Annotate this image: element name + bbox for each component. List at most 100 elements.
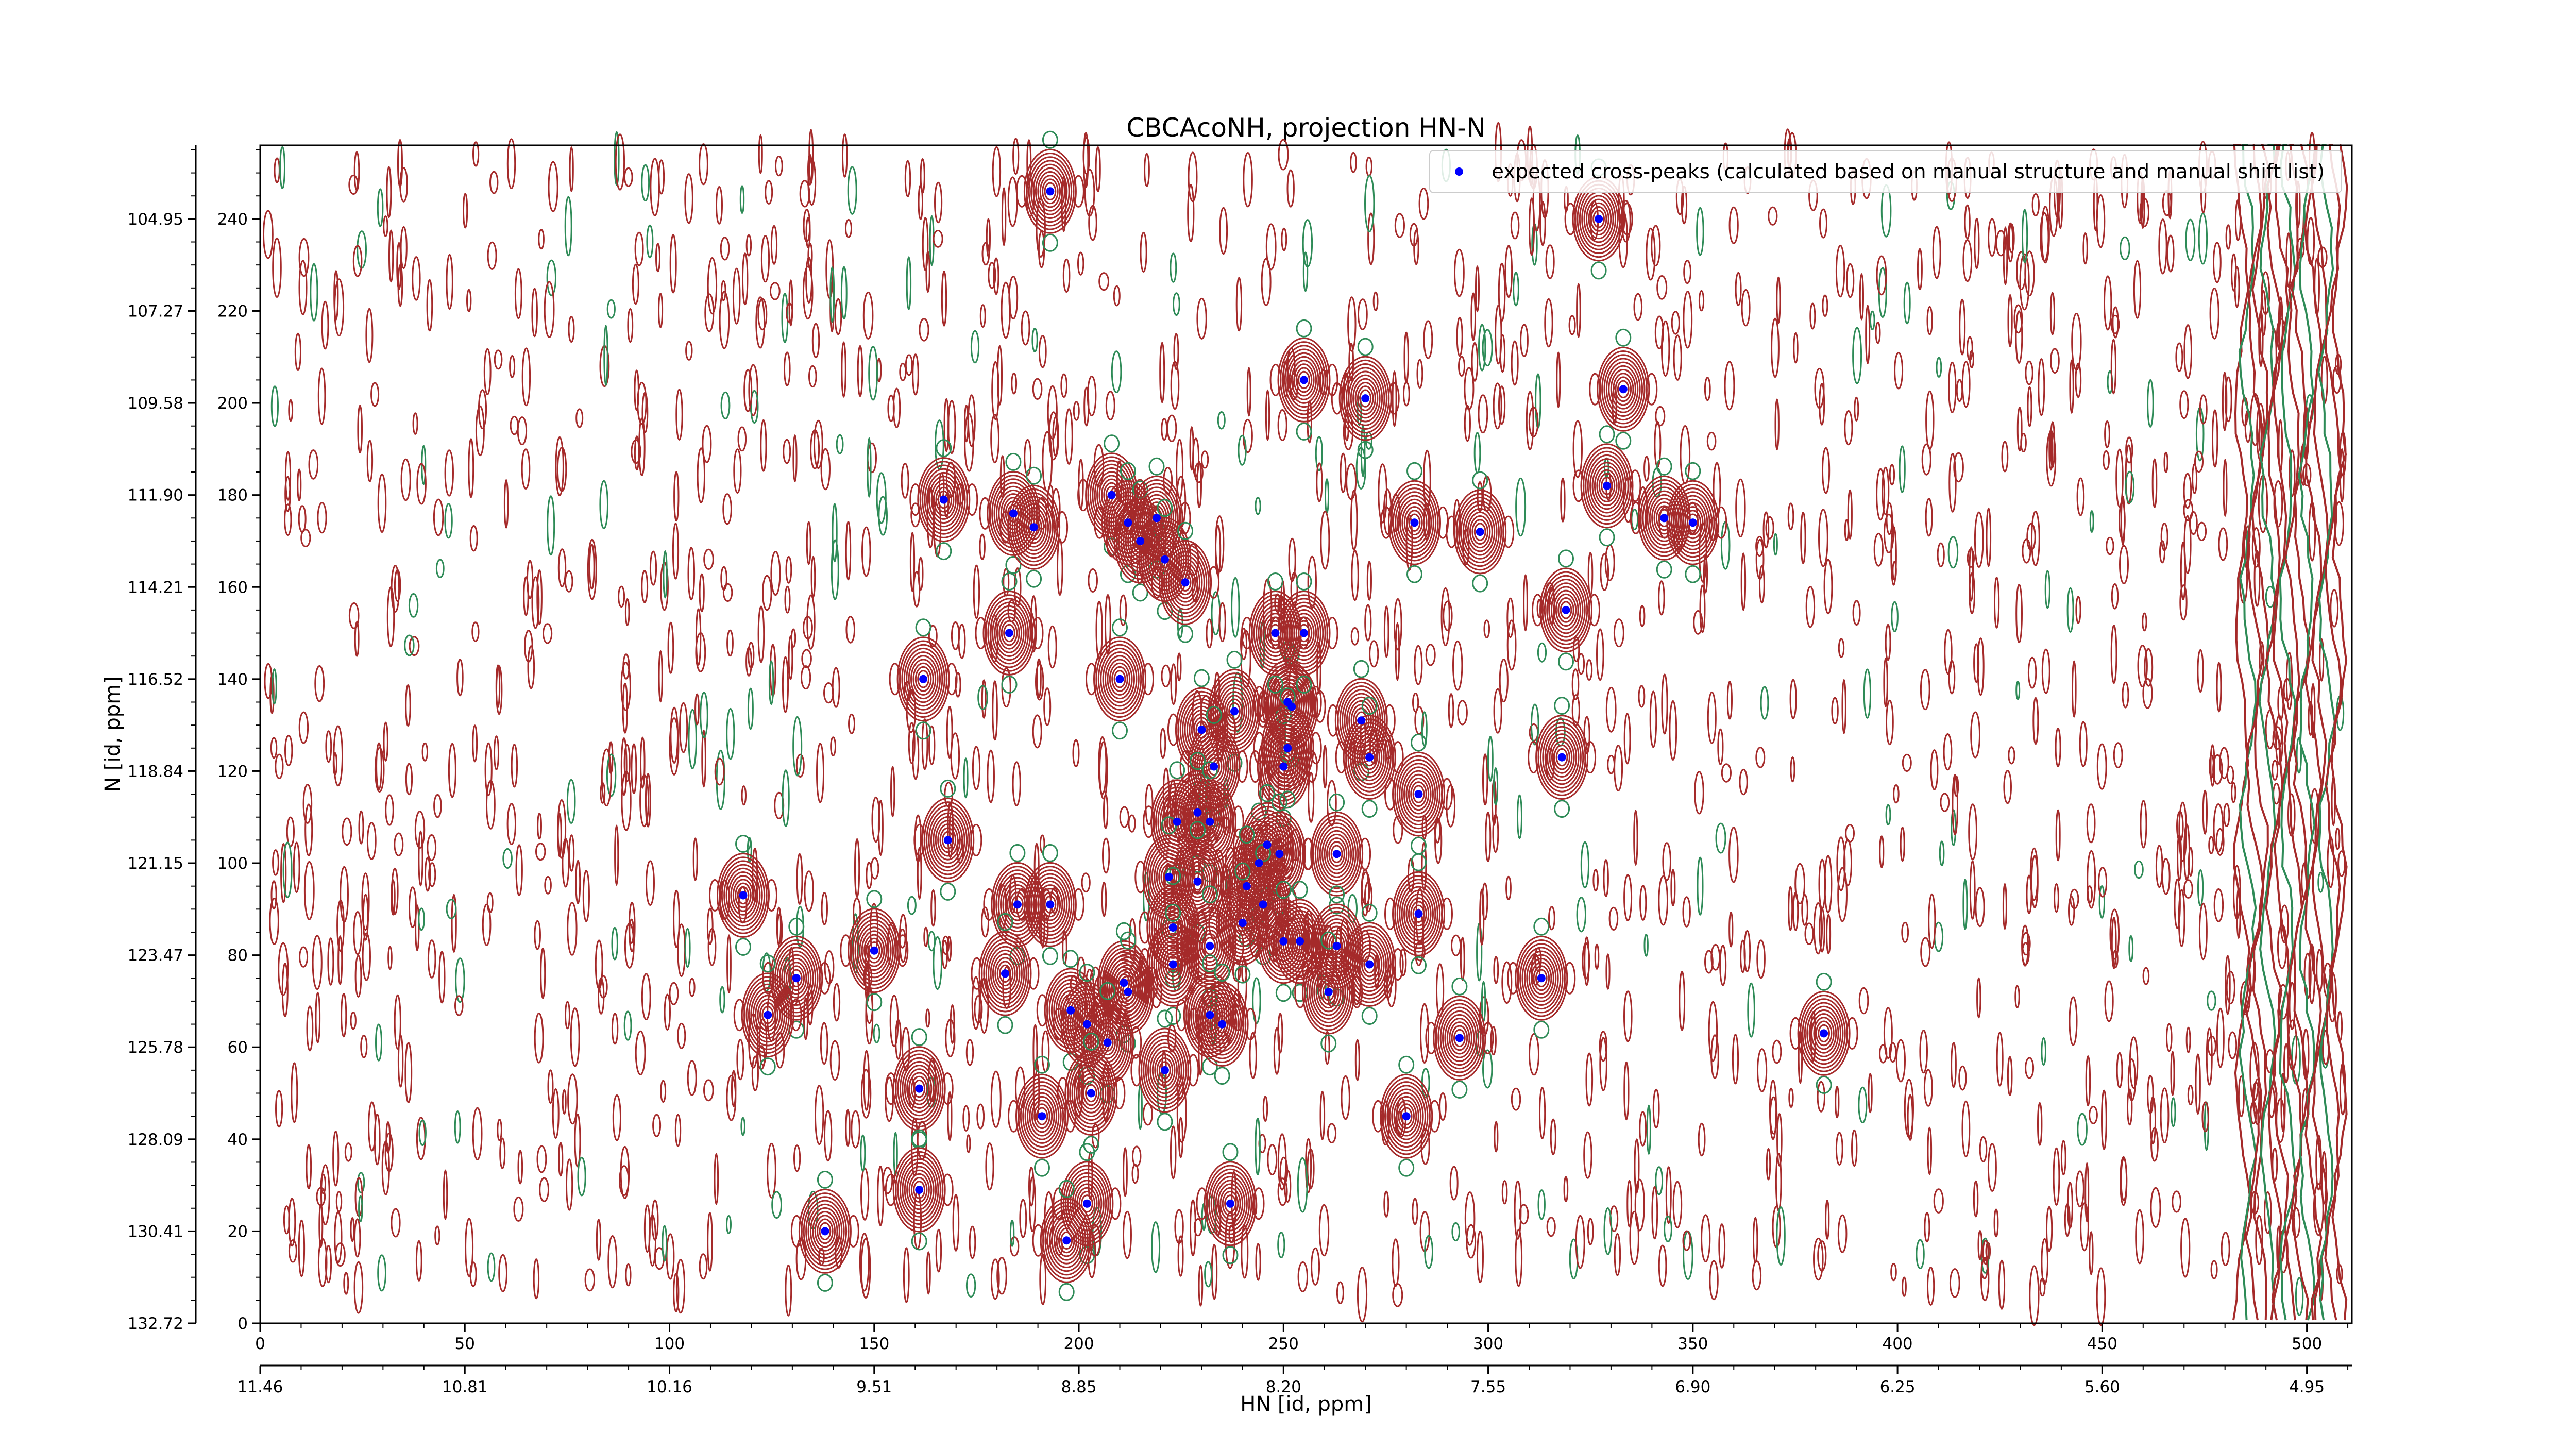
noise-contour [1577,653,1585,675]
peak-contour [770,935,823,1021]
peak-contour [1143,1035,1187,1105]
noise-contour [1513,272,1519,307]
cross-peak-marker [1275,850,1284,858]
peak-contour [1555,748,1568,767]
peak-contour-negative [1533,1020,1550,1039]
noise-contour [775,156,783,177]
noise-contour [830,736,836,756]
noise-contour [1458,356,1465,377]
peak-contour [1399,882,1438,946]
noise-contour [278,942,289,996]
noise-contour [1683,291,1693,349]
noise-contour [2135,1209,2144,1265]
peak-contour [1548,582,1584,638]
peak-contour [1343,715,1396,800]
noise-contour [1673,334,1682,381]
noise-contour [921,718,928,770]
noise-contour [263,210,274,259]
peak-contour [1589,458,1624,514]
noise-contour [870,857,879,880]
cross-peak-marker [1238,919,1247,928]
noise-contour [1483,619,1490,638]
noise-contour [1823,559,1833,615]
noise-contour [1477,1230,1484,1284]
noise-contour [1844,519,1849,541]
noise-contour [269,898,279,945]
peak-contour-sideband [1188,1008,1200,1041]
peak-contour [1064,1051,1118,1136]
noise-contour [1835,244,1845,298]
noise-contour [1886,699,1894,746]
noise-contour [845,616,855,644]
noise-contour [1920,669,1930,711]
noise-contour [2196,521,2207,542]
peak-contour-sideband [709,879,721,912]
peak-contour [1138,1027,1192,1113]
noise-contour [499,1137,506,1169]
noise-contour [286,816,295,847]
peak-contour-sideband [1265,925,1278,958]
peak-contour [1293,363,1315,397]
noise-contour [1336,1281,1344,1304]
noise-contour [281,963,289,1017]
noise-contour [623,167,633,187]
noise-contour [377,1254,386,1292]
noise-contour [958,624,966,659]
peak-contour [899,1158,939,1221]
noise-contour [726,629,734,657]
noise-contour [556,446,567,492]
peak-contour-sideband [1031,617,1044,649]
noise-contour [2024,250,2035,297]
noise-contour [1173,333,1179,370]
peak-contour [1539,567,1592,653]
peak-contour [1675,495,1710,550]
peak-contour-sideband [896,934,909,967]
noise-contour [912,353,919,396]
noise-contour [567,902,578,956]
noise-contour [697,447,706,503]
peak-contour [1216,1015,1229,1034]
noise-contour [2163,451,2168,473]
noise-contour [1217,411,1226,430]
peak-contour-negative [1058,1180,1075,1198]
cross-peak-marker [1242,882,1251,890]
peak-contour-negative [1058,1283,1075,1301]
noise-contour [707,257,718,315]
noise-contour [1064,408,1073,465]
noise-contour [792,716,803,777]
noise-contour [1698,1122,1706,1157]
peak-contour [1174,566,1196,599]
peak-contour [1528,958,1554,999]
noise-contour [790,628,796,648]
noise-contour [1882,466,1890,516]
peak-contour [741,972,794,1058]
noise-contour [2166,1023,2173,1052]
noise-contour [317,367,326,425]
noise-contour [350,1217,355,1242]
peak-contour-sideband [1249,925,1261,958]
noise-contour [2120,236,2130,261]
noise-contour [524,630,533,663]
peak-contour [987,598,1031,668]
peak-contour [1215,1180,1246,1228]
peak-contour [1451,1025,1468,1051]
peak-contour [897,1154,941,1225]
peak-contour [1544,575,1588,646]
noise-contour [1347,296,1357,352]
peak-contour [750,987,786,1043]
peak-contour-negative [1042,233,1058,252]
noise-contour [1019,1199,1027,1238]
noise-contour [760,419,767,472]
x-index-tick-label: 450 [2087,1335,2117,1353]
noise-contour [509,355,516,378]
peak-contour [1363,955,1376,974]
peak-contour [1671,487,1715,558]
noise-contour [2207,990,2216,1011]
noise-contour [1448,693,1454,728]
noise-contour [1634,1178,1645,1232]
noise-contour [484,742,493,797]
noise-contour [2050,421,2056,468]
noise-contour [2016,407,2023,452]
noise-contour [365,308,374,363]
noise-contour [547,495,555,556]
